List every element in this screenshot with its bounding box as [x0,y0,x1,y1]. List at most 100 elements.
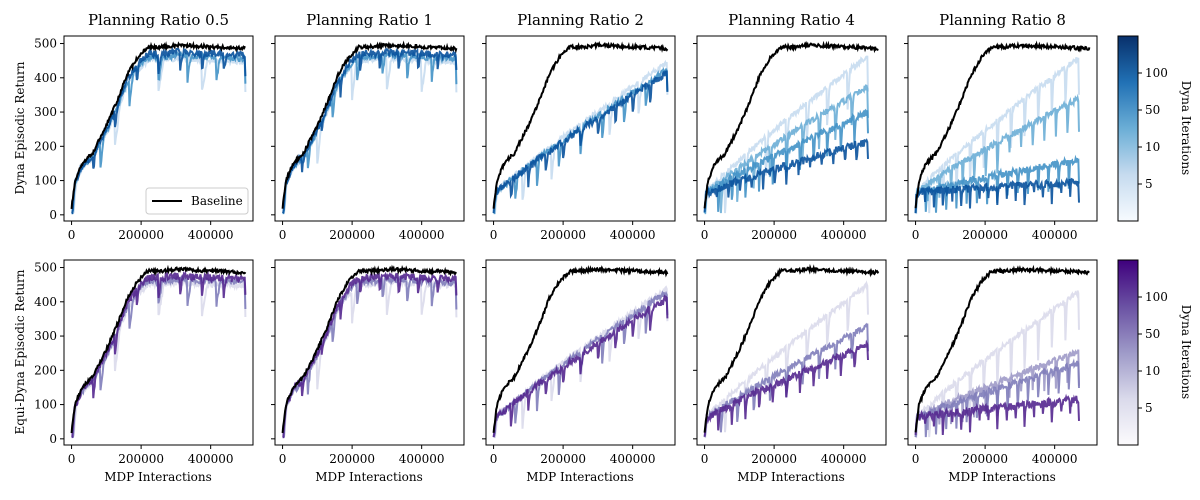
series-line-dyna-3 [703,138,869,213]
y-tick-label: 500 [34,261,57,275]
series-group [703,40,879,215]
series-line-dyna-3 [914,177,1080,214]
x-tick-label: 400000 [399,452,445,466]
y-tick-label: 100 [34,174,57,188]
y-tick-label: 300 [34,329,57,343]
x-tick-label: 0 [279,452,287,466]
series-line-baseline [281,40,458,209]
panel-equi-dyna-ratio-4: 0 200000 400000 [693,259,887,466]
panel-title: Planning Ratio 0.5 [88,11,229,29]
x-tick-label: 400000 [399,228,445,242]
series-line-equi-dyna-2 [282,270,458,439]
panel-dyna-ratio-4: 0 200000 400000 Planning Ratio 4 [693,11,887,242]
cbar-equi-tick-10: 10 [1145,364,1160,378]
series-line-baseline [914,40,1091,209]
y-tick-label: 500 [34,37,57,51]
x-label-panel-5: MDP Interactions [948,470,1056,484]
x-tick-label: 0 [490,452,498,466]
x-tick-label: 400000 [821,228,867,242]
series-line-dyna-0 [493,59,669,215]
cbar-dyna-tick-10: 10 [1145,140,1160,154]
series-line-equi-dyna-2 [492,294,669,438]
series-line-baseline [70,264,247,434]
colorbar-dyna [1117,35,1139,222]
x-tick-label: 200000 [540,452,586,466]
x-tick-label: 0 [490,228,498,242]
x-tick-label: 0 [68,452,76,466]
series-line-dyna-2 [71,45,247,215]
x-label-panel-1: MDP Interactions [104,470,212,484]
panel-dyna-ratio-8: 0 200000 400000 Planning Ratio 8 [904,11,1098,242]
panel-equi-dyna-ratio-0.5: 0 100 200 300 400 500 0 200000 400000 [34,259,254,466]
y-tick-label: 300 [34,105,57,119]
series-line-dyna-1 [71,50,247,215]
x-tick-label: 200000 [962,452,1008,466]
x-tick-label: 0 [279,228,287,242]
panel-dyna-ratio-2: 0 200000 400000 Planning Ratio 2 [482,11,676,242]
row-label-equi-dyna: Equi-Dyna Episodic Return [13,269,27,434]
series-group [703,263,880,439]
x-tick-label: 0 [912,228,920,242]
colorbars-layer [1117,35,1142,446]
series-group [281,264,458,439]
series-group [492,264,669,439]
cbar-equi-tick-100: 100 [1145,290,1168,304]
panel-title: Planning Ratio 4 [728,11,855,29]
cbar-dyna-tick-5: 5 [1145,177,1153,191]
x-tick-label: 0 [68,228,76,242]
x-tick-label: 200000 [962,228,1008,242]
y-tick-label: 400 [34,71,57,85]
x-tick-label: 400000 [188,228,234,242]
panel-dyna-ratio-1: 0 200000 400000 Planning Ratio 1 [271,11,465,242]
y-tick-label: 200 [34,139,57,153]
legend-baseline-label: Baseline [191,194,243,208]
series-group [492,40,669,215]
cbar-dyna-tick-50: 50 [1145,103,1160,117]
series-line-baseline [703,263,880,433]
x-tick-label: 400000 [821,452,867,466]
plot-frame [274,259,465,446]
legend-box [145,187,249,215]
x-tick-label: 0 [701,452,709,466]
panel-equi-dyna-ratio-2: 0 200000 400000 [482,259,676,466]
series-line-equi-dyna-2 [703,339,869,437]
series-line-baseline [914,264,1090,433]
x-tick-label: 400000 [610,452,656,466]
x-tick-label: 400000 [1032,228,1078,242]
series-group [70,264,247,439]
x-tick-label: 200000 [540,228,586,242]
series-group [281,40,458,215]
series-line-dyna-1 [914,93,1080,214]
colorbar-label-equi-dyna: Dyna Iterations [1179,305,1193,399]
series-group [70,40,247,215]
y-tick-label: 100 [34,398,57,412]
series-line-dyna-2 [281,46,458,214]
legend: Baseline [145,187,249,215]
colorbar-label-dyna: Dyna Iterations [1179,81,1193,175]
y-tick-label: 400 [34,295,57,309]
x-tick-label: 0 [912,452,920,466]
series-line-equi-dyna-0 [493,285,669,439]
y-tick-label: 200 [34,363,57,377]
cbar-equi-tick-5: 5 [1145,401,1153,415]
series-group [914,264,1090,439]
x-tick-label: 400000 [1032,452,1078,466]
x-tick-label: 400000 [610,228,656,242]
series-line-baseline [492,264,669,433]
x-tick-label: 200000 [751,452,797,466]
x-label-panel-3: MDP Interactions [526,470,634,484]
series-line-baseline [703,40,879,209]
x-tick-label: 200000 [329,228,375,242]
x-label-panel-4: MDP Interactions [737,470,845,484]
cbar-dyna-tick-100: 100 [1145,66,1168,80]
row-label-dyna: Dyna Episodic Return [13,61,27,194]
panel-title: Planning Ratio 8 [939,11,1066,29]
series-line-equi-dyna-1 [71,275,247,439]
panel-equi-dyna-ratio-1: 0 200000 400000 [271,259,465,466]
series-line-dyna-2 [492,70,669,214]
colorbar-equi-dyna [1117,259,1139,446]
series-line-baseline [70,40,246,209]
x-tick-label: 0 [701,228,709,242]
